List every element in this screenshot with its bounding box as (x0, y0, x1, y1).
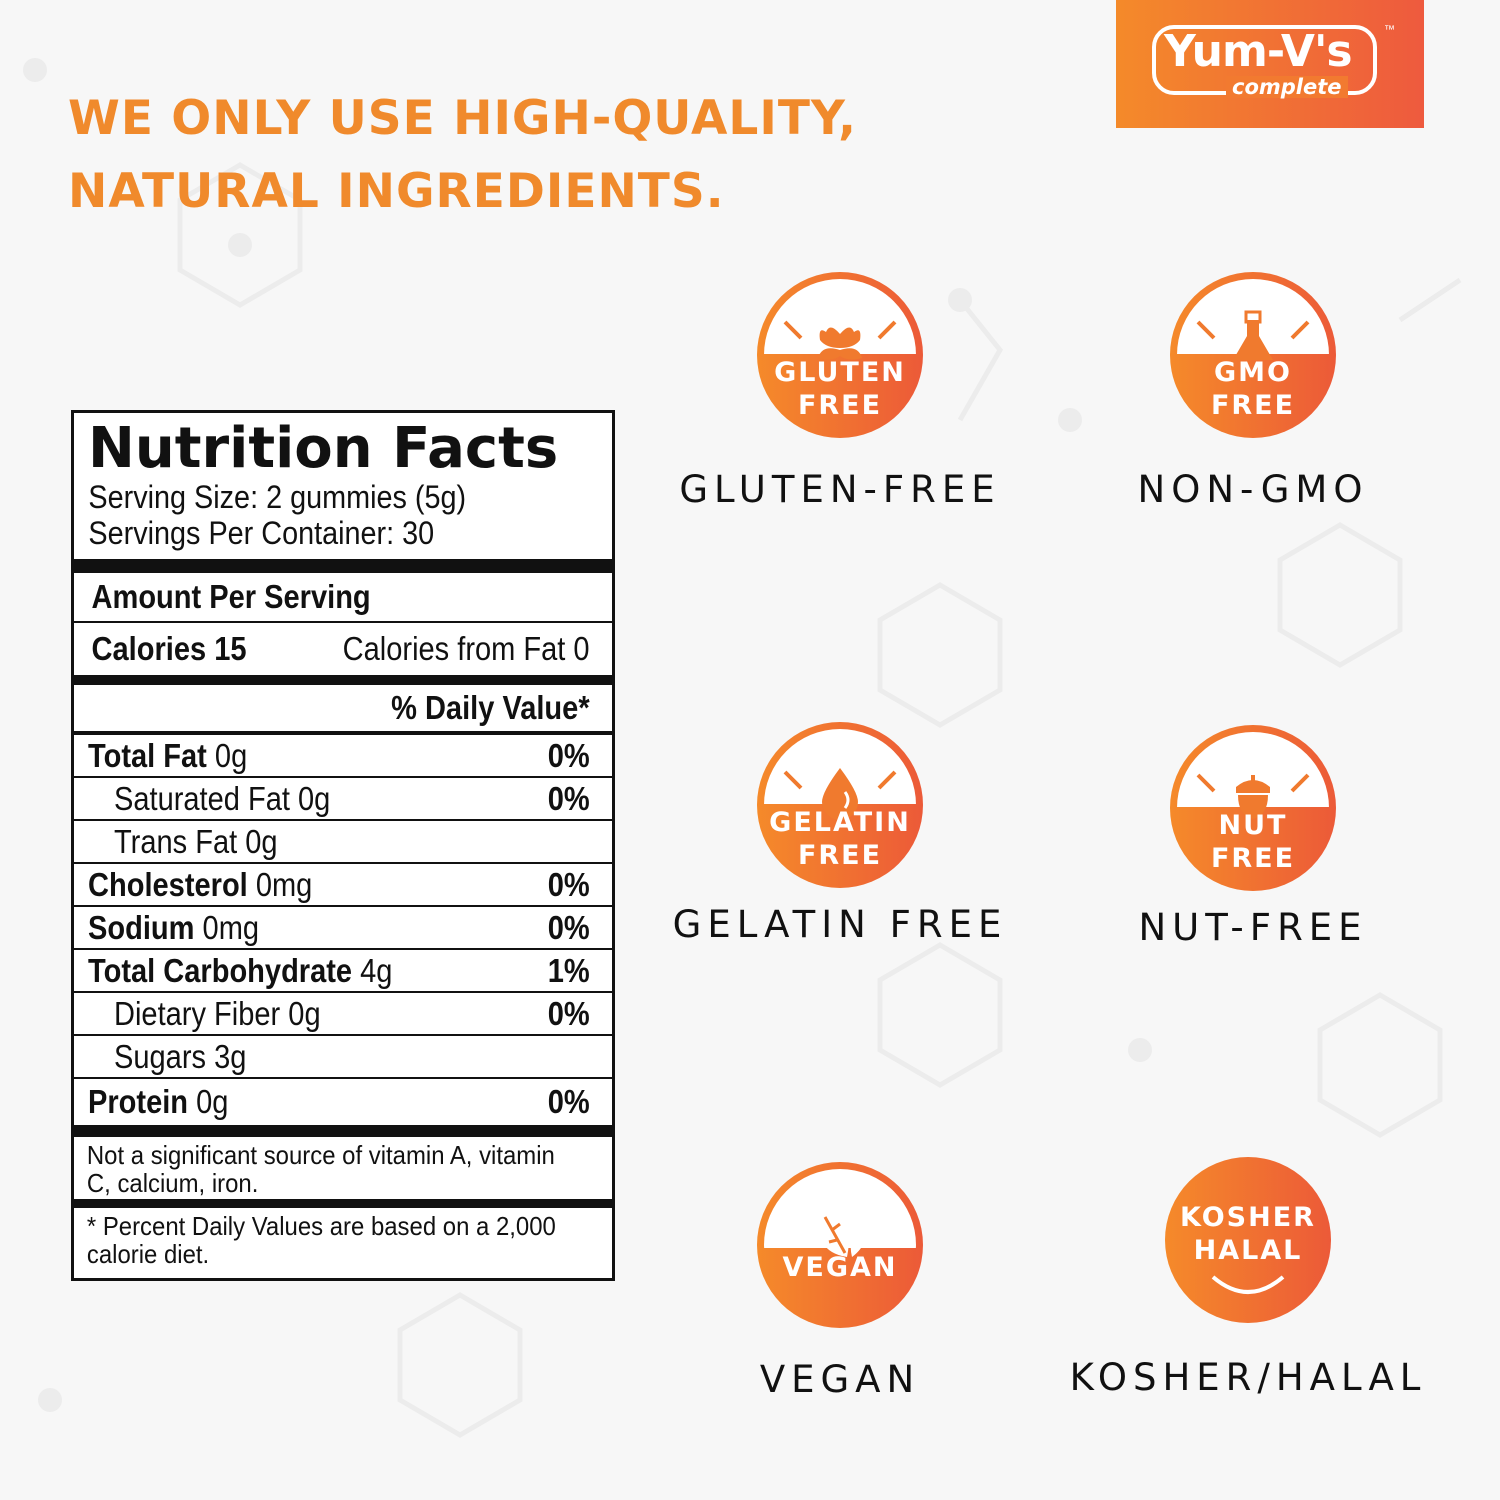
badge-text-2: HALAL (1193, 1235, 1303, 1266)
nutrient-amount: 0g (288, 994, 321, 1032)
nutrient-name: Total Carbohydrate (88, 951, 353, 989)
badge-text-1: KOSHER (1180, 1202, 1316, 1233)
amount-per-serving: Amount Per Serving (91, 578, 371, 615)
nutrient-label: Saturated Fat 0g (114, 780, 330, 818)
badge-gelatin-free: GELATIN FREE (757, 722, 923, 888)
nutrient-dv: 0% (548, 1083, 590, 1120)
vitamin-note: Not a significant source of vitamin A, v… (86, 1140, 555, 1198)
nutrient-label: Trans Fat 0g (114, 823, 278, 861)
smile-icon (1211, 1275, 1285, 1294)
nutrition-title: Nutrition Facts (88, 416, 559, 481)
logo-brand: Yum-V's (1164, 26, 1353, 77)
calories: Calories 15 (91, 630, 247, 667)
nutrient-amount: 3g (214, 1037, 247, 1075)
leaf-icon (816, 1207, 866, 1257)
nutrient-dv: 0% (548, 736, 590, 774)
nutrient-name: Dietary Fiber (114, 994, 281, 1032)
badge-text-1: GLUTEN (774, 357, 906, 388)
divider (74, 1125, 612, 1137)
nutrient-label: Total Carbohydrate 4g (88, 952, 392, 990)
nutrient-name: Sugars (114, 1037, 207, 1075)
nutrient-amount: 0g (214, 736, 248, 774)
nutrient-label: Sugars 3g (114, 1038, 246, 1076)
acorn-icon (1236, 775, 1270, 819)
nutrient-row: Dietary Fiber 0g 0% (74, 993, 612, 1036)
nutrition-facts-panel: Nutrition Facts Serving Size: 2 gummies … (71, 410, 615, 1281)
flask-icon (1233, 310, 1273, 360)
nutrient-name: Saturated Fat (114, 779, 290, 817)
nutrient-dv: 0% (548, 779, 590, 817)
servings-per-container: Servings Per Container: 30 (88, 515, 435, 551)
badge-vegan: VEGAN (757, 1162, 923, 1328)
badge-text-1: NUT (1218, 810, 1288, 841)
badge-text-1: GMO (1214, 357, 1292, 388)
headline-line-1: WE ONLY USE HIGH-QUALITY, (68, 91, 858, 146)
dv-header-row: % Daily Value* (74, 685, 612, 735)
badge-caption: GLUTEN-FREE (679, 468, 1001, 511)
badge-caption: GELATIN FREE (672, 903, 1008, 946)
divider (74, 675, 612, 685)
badge-text-2: FREE (1210, 390, 1296, 421)
badge-text-2: FREE (1210, 843, 1296, 874)
nutrient-row: Total Fat 0g 0% (74, 735, 612, 778)
nutrient-label: Dietary Fiber 0g (114, 995, 321, 1033)
nutrient-name: Protein (88, 1083, 189, 1120)
calories-from-fat: Calories from Fat 0 (343, 630, 590, 667)
nutrient-amount: 0mg (255, 865, 313, 903)
badge-text-2: FREE (797, 840, 883, 871)
badge-caption: NON-GMO (1137, 468, 1369, 511)
flower-icon (818, 327, 862, 360)
nutrient-dv: 1% (548, 951, 590, 989)
calories-row: Calories 15 Calories from Fat 0 (74, 623, 612, 675)
badge-caption: NUT-FREE (1138, 906, 1368, 949)
nutrient-amount: 0mg (202, 908, 260, 946)
nutrient-amount: 0g (196, 1083, 229, 1120)
amount-per-serving-row: Amount Per Serving (74, 573, 612, 623)
nutrient-row: Trans Fat 0g (74, 821, 612, 864)
drop-icon (822, 768, 858, 820)
badge-gluten-free: GLUTEN FREE (757, 272, 923, 438)
nutrient-amount: 0g (245, 822, 278, 860)
nutrient-name: Cholesterol (88, 865, 248, 903)
nutrient-row: Total Carbohydrate 4g 1% (74, 950, 612, 993)
divider (74, 1199, 612, 1208)
nutrient-dv: 0% (548, 908, 590, 946)
brand-logo: Yum-V's complete ™ (1116, 0, 1424, 128)
dv-header: % Daily Value* (391, 689, 590, 726)
nutrient-row: Sugars 3g (74, 1036, 612, 1079)
nutrient-dv: 0% (548, 994, 590, 1032)
nutrient-label: Cholesterol 0mg (88, 866, 312, 904)
nutrient-amount: 0g (298, 779, 331, 817)
nutrient-dv: 0% (548, 865, 590, 903)
badge-caption: VEGAN (759, 1358, 921, 1401)
serving-size: Serving Size: 2 gummies (5g) (88, 479, 467, 515)
nutrient-row: Saturated Fat 0g 0% (74, 778, 612, 821)
nutrient-row: Protein 0g 0% (74, 1079, 612, 1125)
badge-text-2: FREE (797, 390, 883, 421)
nutrient-name: Trans Fat (114, 822, 238, 860)
nutrient-amount: 4g (360, 951, 393, 989)
badge-nut-free: NUT FREE (1170, 725, 1336, 891)
badge-caption: KOSHER/HALAL (1069, 1356, 1427, 1399)
nutrient-row: Sodium 0mg 0% (74, 907, 612, 950)
badge-non-gmo: GMO FREE (1170, 272, 1336, 438)
headline: WE ONLY USE HIGH-QUALITY, NATURAL INGRED… (68, 82, 857, 228)
nutrient-name: Total Fat (88, 736, 207, 774)
headline-line-2: NATURAL INGREDIENTS. (68, 164, 725, 219)
nutrient-row: Cholesterol 0mg 0% (74, 864, 612, 907)
logo-sub: complete (1226, 76, 1348, 98)
nutrient-label: Total Fat 0g (88, 737, 247, 775)
divider (74, 559, 612, 573)
nutrient-label: Sodium 0mg (88, 909, 259, 947)
logo-trademark: ™ (1384, 24, 1395, 36)
nutrient-name: Sodium (88, 908, 195, 946)
badge-kosher-halal: KOSHER HALAL (1165, 1157, 1331, 1323)
badge-text-1: VEGAN (782, 1252, 898, 1283)
nutrient-label: Protein 0g (88, 1083, 228, 1121)
badge-text-1: GELATIN (769, 807, 911, 838)
daily-value-footnote: * Percent Daily Values are based on a 2,… (86, 1211, 556, 1269)
